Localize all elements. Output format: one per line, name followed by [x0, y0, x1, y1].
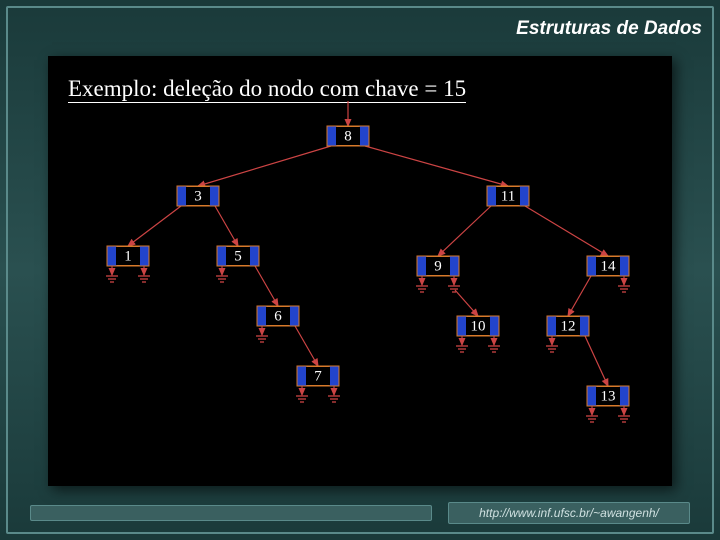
node-key: 3 — [194, 188, 202, 204]
nodes: 83111567914101213 — [106, 126, 630, 422]
tree-node: 3 — [177, 186, 219, 206]
node-key: 13 — [601, 388, 616, 404]
tree-node: 12 — [546, 316, 589, 352]
tree-node: 10 — [456, 316, 500, 352]
node-key: 6 — [274, 308, 282, 324]
course-title: Estruturas de Dados — [516, 18, 702, 40]
tree-node: 11 — [487, 186, 529, 206]
tree-diagram: 83111567914101213 — [48, 56, 672, 486]
slide-frame: Estruturas de Dados Exemplo: deleção do … — [0, 0, 720, 540]
tree-node: 13 — [586, 386, 630, 422]
edge — [128, 206, 181, 246]
tree-node: 1 — [106, 246, 150, 282]
edge — [198, 146, 331, 186]
footer-url: http://www.inf.ufsc.br/~awangenh/ — [448, 502, 690, 524]
edge — [568, 276, 591, 316]
node-key: 14 — [601, 258, 617, 274]
tree-node: 14 — [587, 256, 630, 292]
node-key: 8 — [344, 128, 352, 144]
node-key: 9 — [434, 258, 442, 274]
slide-area: Exemplo: deleção do nodo com chave = 15 … — [48, 56, 672, 486]
tree-node: 5 — [216, 246, 259, 282]
node-key: 12 — [561, 318, 576, 334]
tree-node: 9 — [416, 256, 460, 292]
node-key: 11 — [501, 188, 515, 204]
tree-node: 7 — [296, 366, 340, 402]
tree-node: 6 — [256, 306, 299, 342]
edge — [365, 146, 508, 186]
footer-bar — [30, 505, 432, 521]
node-key: 10 — [471, 318, 486, 334]
edge — [525, 206, 608, 256]
tree-node: 8 — [327, 126, 369, 146]
edge — [255, 266, 278, 306]
edge — [215, 206, 238, 246]
edge — [455, 290, 478, 316]
edge — [585, 336, 608, 386]
edge — [295, 326, 318, 366]
edge — [438, 206, 491, 256]
node-key: 7 — [314, 368, 322, 384]
node-key: 1 — [124, 248, 132, 264]
node-key: 5 — [234, 248, 242, 264]
